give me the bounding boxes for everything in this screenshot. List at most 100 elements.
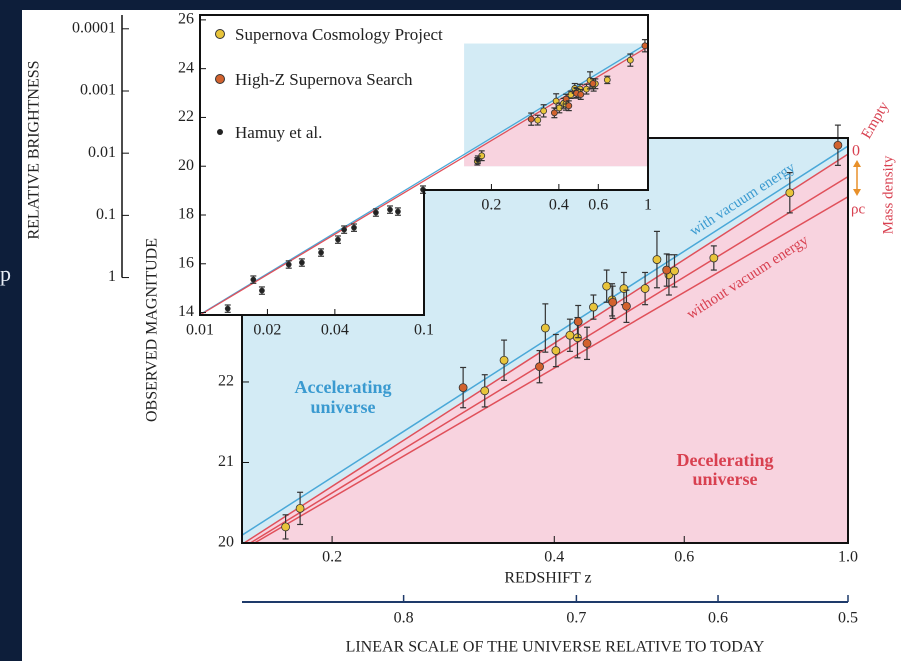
data-point (540, 323, 550, 333)
data-point (608, 297, 618, 307)
data-point (582, 338, 592, 348)
x2-axis-title: LINEAR SCALE OF THE UNIVERSE RELATIVE TO… (346, 639, 765, 656)
x-tick-label: 1.0 (838, 549, 858, 566)
y-tick-label: 22 (178, 108, 194, 125)
data-point (250, 276, 257, 283)
data-point (335, 236, 341, 243)
data-point (295, 503, 305, 513)
y-tick-label: 26 (178, 11, 194, 28)
x-tick-label: 0.6 (588, 197, 608, 214)
y2-tick-label: 0.001 (80, 82, 116, 99)
data-point (285, 261, 292, 268)
x-tick-label: 0.2 (322, 549, 342, 566)
model-line (254, 196, 848, 543)
data-point (224, 305, 231, 312)
annotation: 0 (852, 143, 860, 160)
y-axis-title: OBSERVED MAGNITUDE (144, 238, 161, 422)
y-tick-label: 14 (178, 303, 194, 320)
data-point (534, 116, 542, 124)
model-line (243, 153, 848, 543)
x-tick-label: 0.4 (544, 549, 564, 566)
data-point (298, 259, 305, 266)
data-point (281, 522, 290, 532)
model-line (242, 145, 848, 537)
data-point (640, 284, 650, 293)
legend-swatch (215, 74, 225, 84)
data-point (662, 265, 672, 275)
data-point (259, 287, 265, 294)
data-point (833, 140, 843, 150)
annotation: Mass density (880, 155, 896, 234)
y2-tick-label: 0.01 (88, 144, 116, 161)
x2-tick-label: 0.6 (708, 610, 728, 627)
annotation: Accelerating (295, 377, 392, 397)
x-tick-label: 0.01 (186, 322, 214, 339)
data-point (589, 302, 598, 312)
y-tick-label: 22 (218, 373, 234, 390)
data-point (565, 330, 575, 340)
data-point (458, 383, 468, 393)
x-tick-label: 1 (644, 197, 652, 214)
y2-tick-label: 1 (108, 268, 116, 285)
data-point (341, 226, 348, 233)
background-text: p (0, 261, 11, 286)
data-point (474, 156, 481, 163)
x-tick-label: 0.4 (549, 197, 569, 214)
data-point (550, 109, 558, 117)
data-point (527, 115, 535, 123)
legend-entry: Supernova Cosmology Project (214, 25, 455, 45)
data-point (603, 76, 611, 84)
y-tick-label: 18 (178, 206, 194, 223)
data-point (589, 80, 597, 87)
y-tick-label: 16 (178, 254, 194, 271)
y-tick-label: 20 (178, 157, 194, 174)
data-point (499, 355, 509, 365)
data-point (540, 107, 548, 115)
annotation: universe (311, 397, 376, 417)
data-point (709, 253, 719, 263)
x-tick-label: 0.6 (674, 549, 694, 566)
legend-entry: Hamuy et al. (214, 123, 455, 143)
y2-tick-label: 0.1 (96, 206, 116, 223)
y-tick-label: 24 (178, 59, 194, 76)
x2-tick-label: 0.7 (566, 610, 586, 627)
data-point (318, 249, 324, 256)
data-point (626, 56, 634, 64)
model-line (249, 176, 848, 543)
annotation: universe (693, 469, 758, 489)
data-point (565, 102, 573, 110)
data-point (573, 317, 583, 326)
data-point (551, 346, 561, 355)
x-axis-title: REDSHIFT z (504, 570, 591, 587)
legend-swatch (215, 29, 225, 39)
data-point (785, 188, 795, 198)
legend-entry: High-Z Supernova Search (214, 70, 455, 90)
data-point (670, 266, 679, 276)
x-tick-label: 0.2 (481, 197, 501, 214)
legend-swatch (217, 129, 223, 135)
data-point (351, 224, 357, 231)
data-point (480, 386, 490, 396)
annotation: ρc (851, 201, 865, 217)
legend-label: Hamuy et al. (235, 123, 323, 142)
data-point (395, 208, 401, 215)
data-point (535, 362, 544, 372)
data-point (387, 206, 393, 213)
y2-tick-label: 0.0001 (72, 19, 116, 36)
annotation: Decelerating (677, 450, 774, 470)
x-tick-label: 0.1 (414, 322, 434, 339)
y-tick-label: 21 (218, 453, 234, 470)
legend-label: Supernova Cosmology Project (235, 25, 443, 44)
x-tick-label: 0.04 (321, 322, 349, 339)
legend-label: High-Z Supernova Search (235, 70, 413, 89)
data-point (652, 255, 662, 264)
data-point (622, 301, 631, 311)
data-point (373, 209, 379, 216)
y-tick-label: 20 (218, 534, 234, 551)
x2-tick-label: 0.5 (838, 610, 858, 627)
x-tick-label: 0.02 (253, 322, 281, 339)
x2-tick-label: 0.8 (394, 610, 414, 627)
inset-plot: 0.01 0.02 0.04 0.1 0.2 0.4 0.6 1 14 16 18 20 22 24 26 0… (72, 11, 652, 339)
